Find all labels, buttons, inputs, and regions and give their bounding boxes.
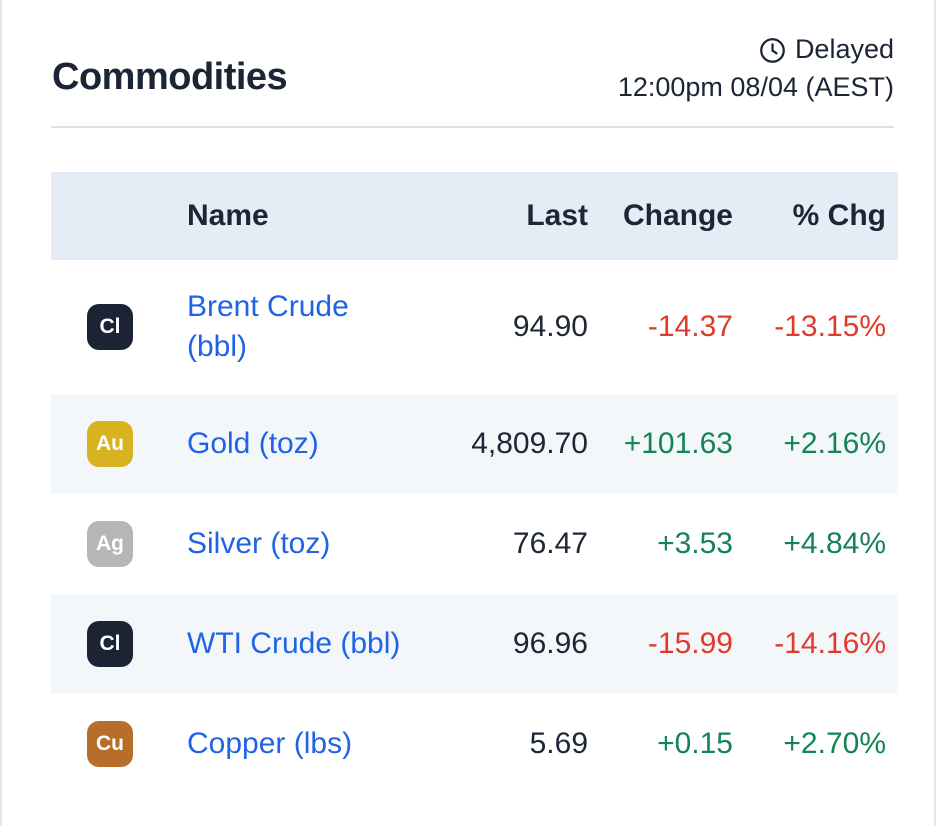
table-row: Ag Silver (toz) 76.47 +3.53 +4.84%	[51, 494, 898, 594]
widget-header: Commodities Delayed 12:00pm 08/04 (AEST)	[2, 0, 934, 106]
table-row: Cu Copper (lbs) 5.69 +0.15 +2.70%	[51, 694, 898, 794]
header-cell-last: Last	[526, 199, 588, 232]
change-value: +3.53	[657, 527, 733, 560]
change-value: -14.37	[647, 310, 733, 343]
pct-chg-value: +2.70%	[783, 727, 886, 760]
symbol-badge: Au	[87, 421, 133, 467]
symbol-badge: Cl	[87, 304, 133, 350]
commodities-table: Name Last Change % Chg Cl Brent Crude (b…	[51, 172, 898, 794]
commodity-link[interactable]: Copper (lbs)	[187, 727, 353, 760]
change-value: +101.63	[623, 427, 733, 460]
clock-icon	[759, 36, 786, 63]
commodity-link[interactable]: Brent Crude (bbl)	[187, 290, 349, 363]
symbol-badge: Ag	[87, 521, 133, 567]
pct-chg-value: +4.84%	[783, 527, 886, 560]
last-value: 96.96	[512, 627, 588, 660]
last-value: 5.69	[529, 727, 588, 760]
header-cell-pct-chg: % Chg	[792, 199, 886, 232]
table-row: Au Gold (toz) 4,809.70 +101.63 +2.16%	[51, 394, 898, 494]
commodity-link[interactable]: Gold (toz)	[187, 427, 319, 460]
commodity-link[interactable]: Silver (toz)	[187, 527, 331, 560]
data-delay-status: Delayed 12:00pm 08/04 (AEST)	[618, 30, 894, 106]
table-row: Cl WTI Crude (bbl) 96.96 -15.99 -14.16%	[51, 594, 898, 694]
status-timestamp: 12:00pm 08/04 (AEST)	[617, 72, 894, 102]
header-divider	[51, 126, 894, 128]
status-label: Delayed	[794, 34, 894, 64]
commodity-link[interactable]: WTI Crude (bbl)	[187, 627, 401, 660]
symbol-badge: Cu	[87, 721, 133, 767]
table-header-row: Name Last Change % Chg	[51, 172, 898, 260]
last-value: 76.47	[512, 527, 588, 560]
symbol-badge: Cl	[87, 621, 133, 667]
header-cell-name: Name	[187, 199, 269, 232]
header-cell-change: Change	[622, 199, 733, 232]
change-value: -15.99	[647, 627, 733, 660]
page-title: Commodities	[52, 56, 288, 98]
change-value: +0.15	[657, 727, 733, 760]
pct-chg-value: -13.15%	[774, 310, 886, 343]
table-row: Cl Brent Crude (bbl) 94.90 -14.37 -13.15…	[51, 260, 898, 394]
pct-chg-value: -14.16%	[774, 627, 886, 660]
last-value: 94.90	[512, 310, 588, 343]
last-value: 4,809.70	[471, 427, 588, 460]
pct-chg-value: +2.16%	[783, 427, 886, 460]
